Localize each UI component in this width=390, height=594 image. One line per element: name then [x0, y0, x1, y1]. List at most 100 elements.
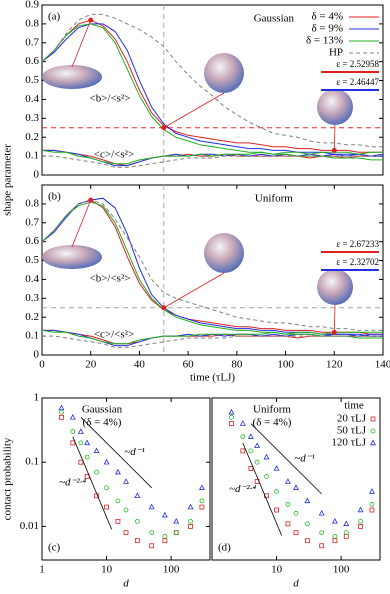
- y-tick-label: 0.8: [25, 197, 39, 209]
- data-point: [248, 448, 254, 454]
- data-point: [78, 459, 84, 465]
- data-point: [357, 506, 364, 513]
- panel-subtitle: (δ = 4%): [83, 417, 122, 429]
- arrow: [163, 92, 225, 129]
- arrow: [333, 124, 336, 151]
- panel-label: (c): [48, 542, 61, 554]
- data-point: [304, 521, 310, 527]
- arrow: [71, 19, 92, 68]
- data-point: [199, 498, 205, 504]
- x-axis-label: d: [123, 578, 129, 590]
- data-point: [274, 489, 279, 494]
- data-point: [59, 409, 64, 415]
- data-point: [264, 474, 269, 479]
- epsilon-label: ε = 2.32702: [336, 257, 379, 267]
- data-point: [369, 502, 375, 507]
- c-label: <c>/<s²>: [94, 149, 134, 161]
- data-point: [332, 538, 338, 544]
- arrow: [163, 272, 225, 309]
- highlight-point: [161, 125, 167, 131]
- x-axis-label: d: [293, 578, 299, 590]
- guide-label: ~d⁻²·⁴: [59, 477, 86, 489]
- b-label: <b>/<s²>: [90, 273, 131, 285]
- y-tick-label: 0.4: [25, 93, 39, 105]
- guide-line: [72, 436, 113, 530]
- data-point: [228, 408, 235, 415]
- data-point: [358, 518, 363, 524]
- data-point: [115, 498, 121, 504]
- data-point: [293, 484, 299, 490]
- data-point: [77, 428, 84, 434]
- guide-label: ~d⁻¹: [124, 446, 145, 458]
- data-point: [187, 503, 194, 510]
- data-point: [69, 413, 76, 420]
- data-point: [199, 504, 205, 510]
- y-tick-label: 0.5: [25, 74, 39, 86]
- legend-marker: [370, 416, 376, 422]
- x-axis-label: time (τLJ): [190, 372, 235, 384]
- x-tick-label: 40: [134, 359, 146, 371]
- data-point: [304, 497, 311, 504]
- series-line: [41, 201, 383, 339]
- x-tick-label: 120: [326, 359, 343, 371]
- data-point: [293, 530, 299, 536]
- series-line: [42, 155, 383, 168]
- panel-title: Uniform: [255, 193, 293, 205]
- data-point: [123, 478, 129, 484]
- data-point: [134, 538, 140, 544]
- y-tick-label: 0.01: [20, 520, 39, 532]
- data-point: [162, 538, 168, 544]
- data-point: [247, 433, 254, 439]
- x-tick-label: 80: [231, 359, 243, 371]
- series-line: [42, 335, 383, 348]
- guide-line: [242, 442, 283, 536]
- protein-image: [317, 89, 353, 125]
- data-point: [274, 507, 279, 513]
- legend-marker: [370, 439, 376, 446]
- panel-label: (a): [48, 11, 61, 23]
- x-tick-label: 10: [271, 564, 283, 576]
- data-point: [248, 466, 254, 471]
- data-point: [123, 507, 129, 513]
- data-point: [198, 484, 205, 490]
- y-tick-label: 0.8: [25, 17, 39, 29]
- data-point: [319, 543, 325, 549]
- y-tick-label: 0.2: [25, 131, 39, 143]
- data-point: [343, 530, 349, 536]
- y-tick-label: 0.1: [25, 456, 39, 468]
- y-tick-label: 0: [34, 169, 40, 181]
- protein-image: [42, 65, 102, 89]
- data-point: [84, 439, 91, 446]
- data-point: [293, 510, 299, 516]
- data-point: [369, 507, 375, 513]
- arrow: [71, 199, 92, 248]
- data-point: [254, 459, 260, 465]
- legend-label: δ = 9%: [311, 23, 343, 35]
- data-point: [229, 414, 234, 420]
- data-point: [240, 434, 246, 440]
- guide-label: ~d⁻²·⁴: [229, 483, 256, 495]
- y-tick-label: 0.1: [25, 150, 39, 162]
- data-point: [239, 420, 246, 426]
- y-tick-label: 0: [34, 349, 40, 361]
- y-tick-label: 1: [34, 392, 40, 404]
- legend-label: 50 τLJ: [337, 425, 367, 437]
- data-point: [284, 478, 291, 484]
- plot-frame: [41, 4, 384, 176]
- protein-image: [204, 53, 244, 93]
- y-tick-label: 0.5: [25, 254, 39, 266]
- y-axis-label: shape parameter: [2, 144, 14, 216]
- data-point: [273, 465, 280, 471]
- data-point: [162, 533, 168, 539]
- epsilon-label: ε = 2.52958: [336, 59, 379, 69]
- y-tick-label: 0.7: [25, 36, 39, 48]
- legend-label: δ = 4%: [311, 11, 343, 23]
- legend-label: δ = 13%: [306, 35, 343, 47]
- data-point: [93, 447, 100, 454]
- protein-image: [204, 233, 244, 273]
- protein-image: [317, 269, 353, 305]
- data-point: [149, 543, 155, 549]
- data-point: [173, 517, 180, 524]
- data-point: [358, 524, 363, 529]
